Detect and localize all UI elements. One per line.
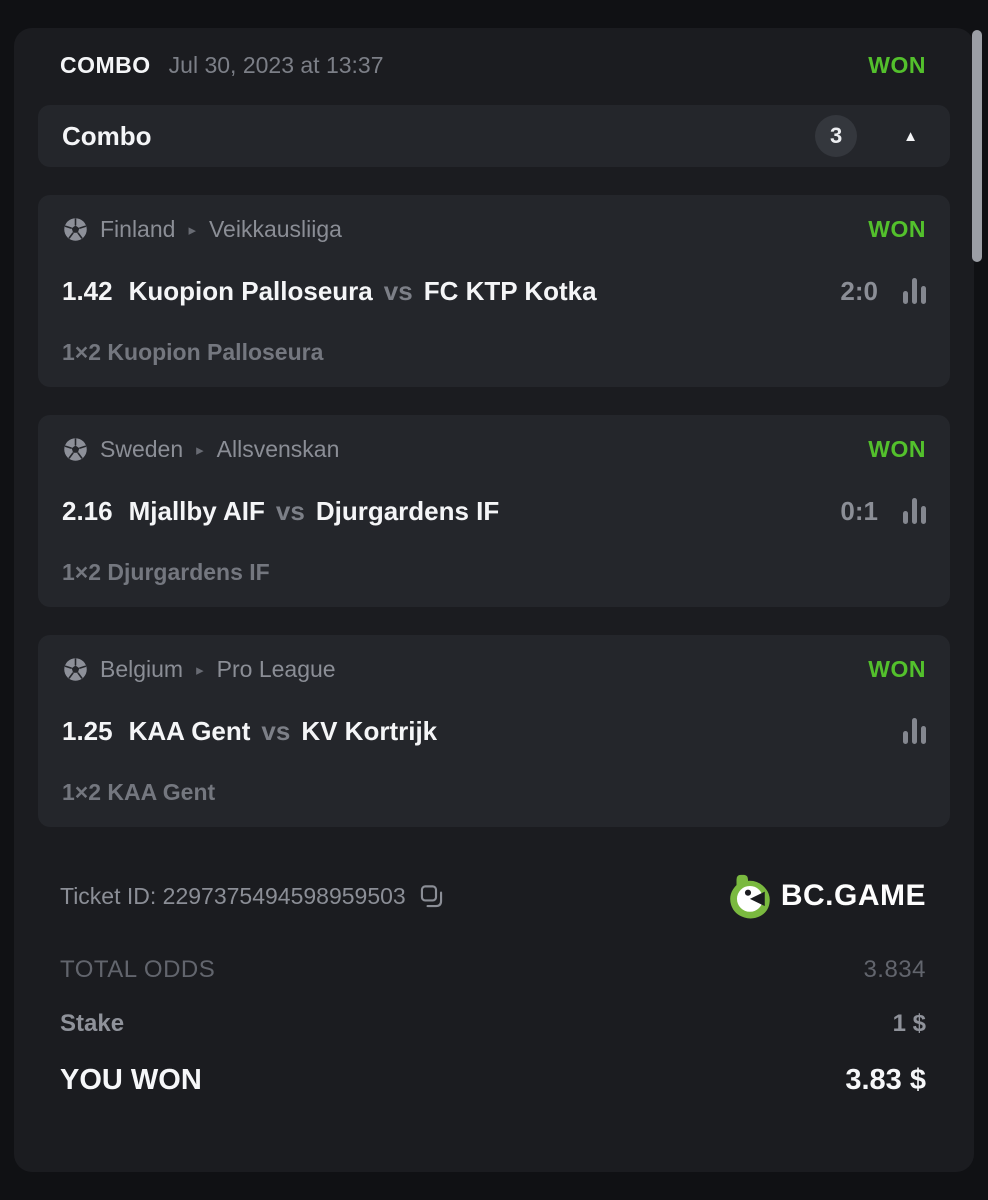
bet-status-badge: WON: [868, 216, 926, 242]
scrollbar-thumb[interactable]: [972, 30, 982, 262]
soccer-ball-icon: [62, 656, 89, 683]
match-score: 0:1: [840, 495, 878, 526]
bet-league: Allsvenskan: [216, 436, 340, 462]
bet-country: Sweden: [100, 436, 184, 462]
bet-date: Jul 30, 2023 at 13:37: [168, 52, 384, 78]
brand-name: BC.GAME: [780, 879, 926, 912]
stats-icon[interactable]: [903, 498, 926, 524]
stats-icon[interactable]: [903, 278, 926, 304]
home-team: Mjallby AIF: [128, 495, 265, 526]
stake-value: 1 $: [892, 1010, 926, 1037]
collapse-arrow-icon[interactable]: ▲: [903, 127, 918, 145]
match-score: 2:0: [840, 275, 878, 306]
breadcrumb-separator-icon: ▸: [196, 441, 204, 459]
bet-card: Sweden ▸ Allsvenskan WON 2.16 Mjallby AI…: [38, 415, 950, 607]
selections-count-badge: 3: [815, 115, 858, 157]
bet-status-badge: WON: [868, 436, 926, 462]
bet-league: Pro League: [216, 656, 336, 682]
soccer-ball-icon: [62, 436, 89, 463]
stake-label: Stake: [60, 1010, 125, 1037]
you-won-label: YOU WON: [60, 1064, 202, 1096]
breadcrumb-separator-icon: ▸: [196, 661, 204, 679]
away-team: KV Kortrijk: [301, 715, 438, 746]
home-team: KAA Gent: [128, 715, 251, 746]
bet-status-badge: WON: [868, 656, 926, 682]
ticket-status-badge: WON: [868, 52, 926, 78]
bet-odds: 1.25: [62, 715, 113, 746]
bet-type-label: COMBO: [60, 52, 151, 78]
bet-ticket-card: COMBO Jul 30, 2023 at 13:37 WON Combo 3 …: [14, 28, 974, 1172]
combo-label: Combo: [62, 120, 152, 151]
ticket-id-label: Ticket ID: 2297375494598959503: [60, 882, 406, 909]
bet-card: Finland ▸ Veikkausliiga WON 1.42 Kuopion…: [38, 195, 950, 387]
combo-summary-toggle[interactable]: Combo 3 ▲: [38, 105, 950, 167]
vs-label: vs: [275, 495, 305, 526]
bc-game-logo-icon: [730, 874, 770, 919]
bet-pick: 1×2 Djurgardens IF: [62, 559, 270, 585]
bet-country: Finland: [100, 216, 176, 242]
totals-section: TOTAL ODDS 3.834 Stake 1 $ YOU WON 3.83 …: [60, 956, 926, 1097]
stats-icon[interactable]: [903, 718, 926, 744]
total-odds-value: 3.834: [863, 956, 926, 983]
bet-league: Veikkausliiga: [208, 216, 342, 242]
away-team: FC KTP Kotka: [423, 275, 597, 306]
ticket-header: COMBO Jul 30, 2023 at 13:37 WON: [14, 28, 974, 79]
bet-pick: 1×2 Kuopion Palloseura: [62, 339, 324, 365]
bet-pick: 1×2 KAA Gent: [62, 779, 216, 805]
copy-icon[interactable]: [418, 883, 445, 910]
ticket-id-row: Ticket ID: 2297375494598959503 BC.GAME: [60, 872, 926, 920]
soccer-ball-icon: [62, 216, 89, 243]
bet-odds: 1.42: [62, 275, 113, 306]
bet-card: Belgium ▸ Pro League WON 1.25 KAA Gent v…: [38, 635, 950, 827]
total-odds-label: TOTAL ODDS: [60, 956, 216, 983]
vs-label: vs: [261, 715, 291, 746]
you-won-value: 3.83 $: [845, 1064, 926, 1096]
breadcrumb-separator-icon: ▸: [188, 221, 196, 239]
bet-country: Belgium: [100, 656, 184, 682]
vs-label: vs: [383, 275, 413, 306]
brand-logo: BC.GAME: [725, 872, 926, 920]
ticket-id-value: 2297375494598959503: [162, 882, 406, 909]
bet-odds: 2.16: [62, 495, 113, 526]
away-team: Djurgardens IF: [315, 495, 500, 526]
home-team: Kuopion Palloseura: [128, 275, 373, 306]
